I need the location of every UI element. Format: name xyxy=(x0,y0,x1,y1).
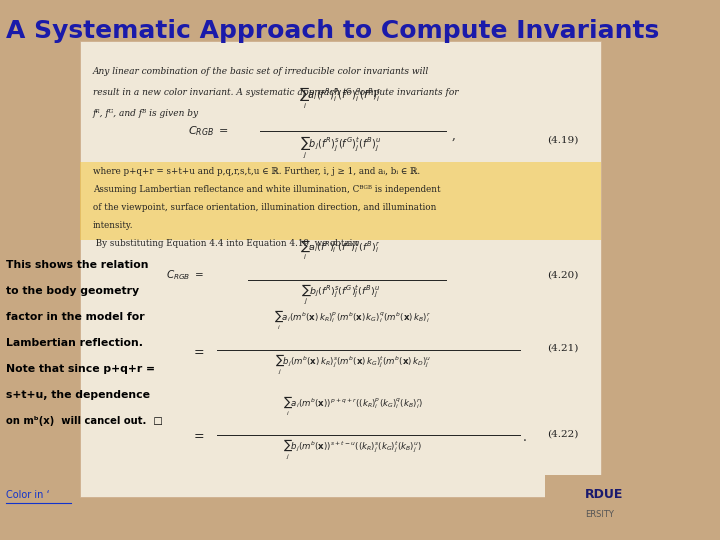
Text: fᴿ, fᴳ, and fᴮ is given by: fᴿ, fᴳ, and fᴮ is given by xyxy=(93,109,199,118)
Text: (4.21): (4.21) xyxy=(547,344,579,353)
Text: $\sum_j b_j(m^b(\mathbf{x}))^{s+t-u}((k_R)^s_j(k_G)^t_j(k_B)^u_j)$: $\sum_j b_j(m^b(\mathbf{x}))^{s+t-u}((k_… xyxy=(284,438,423,462)
Text: Color in ‘: Color in ‘ xyxy=(6,489,50,500)
Text: (4.20): (4.20) xyxy=(547,271,579,280)
Text: intensity.: intensity. xyxy=(93,221,133,230)
Text: (4.22): (4.22) xyxy=(547,430,579,438)
Text: on mᵇ(x)  will cancel out.  □: on mᵇ(x) will cancel out. □ xyxy=(6,416,163,426)
Text: $=\ $: $=\ $ xyxy=(191,428,204,441)
Text: s+t+u, the dependence: s+t+u, the dependence xyxy=(6,390,150,400)
Text: .: . xyxy=(523,431,527,444)
Text: $\sum_i a_i(f^R)^p_i(f^G)^q_i(f^B)^r_i$: $\sum_i a_i(f^R)^p_i(f^G)^q_i(f^B)^r_i$ xyxy=(299,85,382,111)
Text: $C_{RGB}\ =\ $: $C_{RGB}\ =\ $ xyxy=(166,268,204,282)
Text: A Systematic Approach to Compute Invariants: A Systematic Approach to Compute Invaria… xyxy=(6,19,660,43)
Text: where p+q+r = s+t+u and p,q,r,s,t,u ∈ ℝ. Further, i, j ≥ 1, and aᵢ, bᵢ ∈ ℝ.: where p+q+r = s+t+u and p,q,r,s,t,u ∈ ℝ.… xyxy=(93,167,420,177)
Text: $\sum_j b_j(m^b(\mathbf{x})\,k_R)^s_j(m^b(\mathbf{x})\,k_G)^t_j(m^b(\mathbf{x})\: $\sum_j b_j(m^b(\mathbf{x})\,k_R)^s_j(m^… xyxy=(275,353,431,377)
Text: $\sum_j b_j(f^R)^s_j(f^G)^t_j(f^B)^u_j$: $\sum_j b_j(f^R)^s_j(f^G)^t_j(f^B)^u_j$ xyxy=(301,283,380,307)
FancyBboxPatch shape xyxy=(81,162,600,240)
Text: $=\ $: $=\ $ xyxy=(191,345,204,357)
Text: to the body geometry: to the body geometry xyxy=(6,286,139,296)
Text: Note that since p+q+r =: Note that since p+q+r = xyxy=(6,364,156,374)
Text: This shows the relation: This shows the relation xyxy=(6,260,149,271)
Text: By substituting Equation 4.4 into Equation 4.19, we obtain: By substituting Equation 4.4 into Equati… xyxy=(93,239,358,248)
Text: (4.19): (4.19) xyxy=(547,136,579,145)
Text: $\sum_i a_i(m^b(\mathbf{x}))^{p+q+r}((k_R)^p_i(k_G)^q_i(k_B)^r_i)$: $\sum_i a_i(m^b(\mathbf{x}))^{p+q+r}((k_… xyxy=(283,395,423,418)
Text: of the viewpoint, surface orientation, illumination direction, and illumination: of the viewpoint, surface orientation, i… xyxy=(93,203,436,212)
Text: RDUE: RDUE xyxy=(585,488,624,501)
Text: $\sum_i a_i(m^b(\mathbf{x})\,k_R)^p_i(m^b(\mathbf{x})\,k_G)^q_i(m^b(\mathbf{x})\: $\sum_i a_i(m^b(\mathbf{x})\,k_R)^p_i(m^… xyxy=(274,308,431,332)
Text: $C_{RGB}\ =\ $: $C_{RGB}\ =\ $ xyxy=(189,124,229,138)
Text: result in a new color invariant. A systematic approach to compute invariants for: result in a new color invariant. A syste… xyxy=(93,88,459,97)
Text: $\sum_j b_j(f^R)^s_j(f^G)^t_j(f^B)^u_j$: $\sum_j b_j(f^R)^s_j(f^G)^t_j(f^B)^u_j$ xyxy=(300,135,382,161)
FancyBboxPatch shape xyxy=(81,40,600,497)
FancyBboxPatch shape xyxy=(545,475,619,524)
Text: Assuming Lambertian reflectance and white illumination, Cᴯᴳᴮ is independent: Assuming Lambertian reflectance and whit… xyxy=(93,185,441,194)
Text: ,: , xyxy=(452,129,456,141)
Text: Any linear combination of the basic set of irreducible color invariants will: Any linear combination of the basic set … xyxy=(93,68,429,77)
Text: Lambertian reflection.: Lambertian reflection. xyxy=(6,338,143,348)
Text: factor in the model for: factor in the model for xyxy=(6,312,145,322)
Text: ERSITY: ERSITY xyxy=(585,510,614,518)
Text: $\sum_i a_i(f^R)^p_i(f^G)^q_i(f^B)^r_i$: $\sum_i a_i(f^R)^p_i(f^G)^q_i(f^B)^r_i$ xyxy=(300,238,381,262)
